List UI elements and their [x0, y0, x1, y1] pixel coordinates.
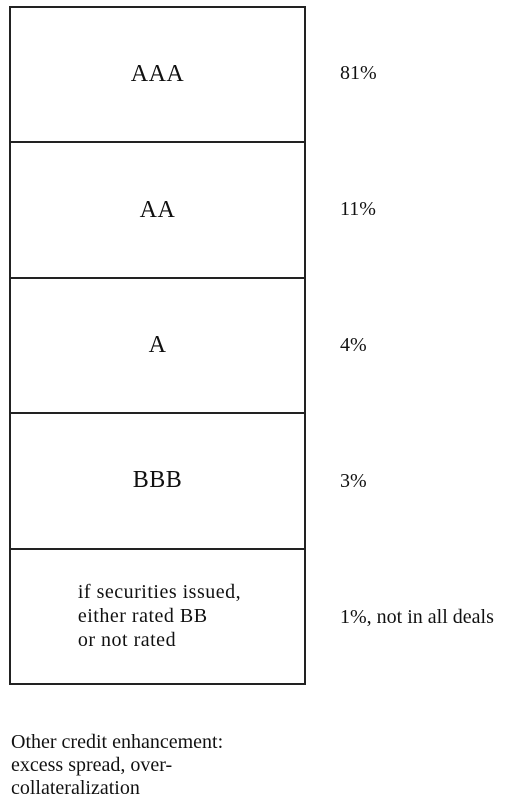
share-column: 81% 11% 4% 3% 1%, not in all deals: [340, 6, 525, 685]
share-aa: 11%: [340, 198, 376, 221]
share-a: 4%: [340, 333, 367, 356]
credit-enhancement-note: Other credit enhancement: excess spread,…: [11, 731, 224, 799]
tranche-stack: AAA AA A BBB if securities issued, eithe…: [9, 6, 306, 685]
share-equity: 1%, not in all deals: [340, 605, 494, 628]
tranche-bbb: BBB: [11, 414, 304, 550]
tranche-aa: AA: [11, 143, 304, 279]
tranche-label-bbb: BBB: [132, 467, 183, 494]
tranche-aaa: AAA: [11, 8, 304, 144]
share-bbb: 3%: [340, 469, 367, 492]
tranche-label-equity: if securities issued, either rated BB or…: [77, 581, 242, 652]
tranche-a: A: [11, 279, 304, 415]
tranche-label-a: A: [148, 332, 167, 359]
tranche-label-aaa: AAA: [130, 61, 185, 88]
share-aaa: 81%: [340, 62, 377, 85]
tranche-label-aa: AA: [139, 196, 176, 223]
tranche-equity: if securities issued, either rated BB or…: [11, 550, 304, 683]
